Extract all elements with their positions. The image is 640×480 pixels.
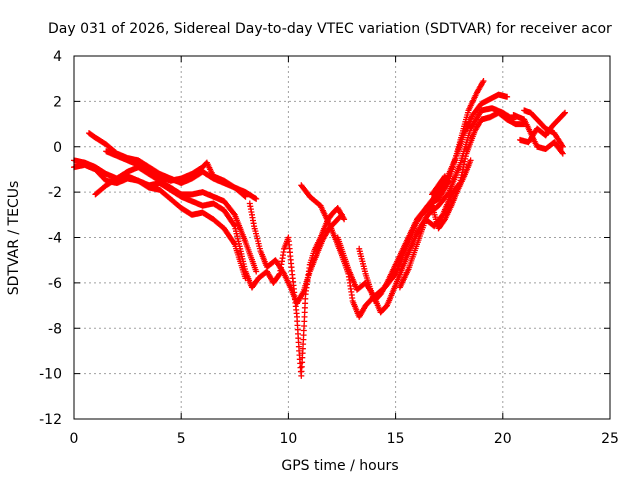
series-trace-p	[517, 109, 568, 146]
series-trace-l	[420, 157, 474, 232]
series-trace-k	[396, 109, 528, 291]
x-tick-label: 10	[279, 431, 297, 447]
axis-ticks	[73, 55, 611, 420]
data-point-markers	[298, 105, 517, 320]
data-point-markers	[396, 109, 528, 291]
x-tick-label: 15	[387, 431, 405, 447]
x-tick-label: 20	[494, 431, 512, 447]
y-axis-label: SDTVAR / TECUs	[6, 181, 22, 296]
y-tick-label: -8	[48, 321, 62, 337]
x-tick-label: 5	[177, 431, 186, 447]
y-tick-label: 0	[53, 140, 62, 156]
data-point-markers	[420, 157, 474, 232]
y-tick-label: -10	[39, 367, 62, 383]
data-point-markers	[429, 173, 448, 198]
y-tick-label: 2	[53, 94, 62, 110]
series-trace-h	[298, 105, 517, 320]
data-point-markers	[517, 109, 568, 146]
series-trace-e	[103, 148, 249, 200]
series-trace-m	[429, 173, 448, 198]
y-tick-label: -4	[48, 231, 62, 247]
x-tick-label: 0	[70, 431, 79, 447]
y-tick-label: -2	[48, 185, 62, 201]
data-point-markers	[510, 112, 566, 157]
y-tick-label: -12	[39, 412, 62, 428]
series-trace-n	[510, 112, 566, 157]
tick-labels: 0 5 10 15 20 25 -12 -10 -8 -6 -4 -2 0 2 4	[39, 49, 619, 447]
x-axis-label: GPS time / hours	[281, 458, 398, 474]
chart-title: Day 031 of 2026, Sidereal Day-to-day VTE…	[48, 21, 612, 37]
x-tick-label: 25	[601, 431, 619, 447]
y-tick-label: -6	[48, 276, 62, 292]
data-point-markers	[103, 148, 249, 200]
y-tick-label: 4	[53, 49, 62, 65]
